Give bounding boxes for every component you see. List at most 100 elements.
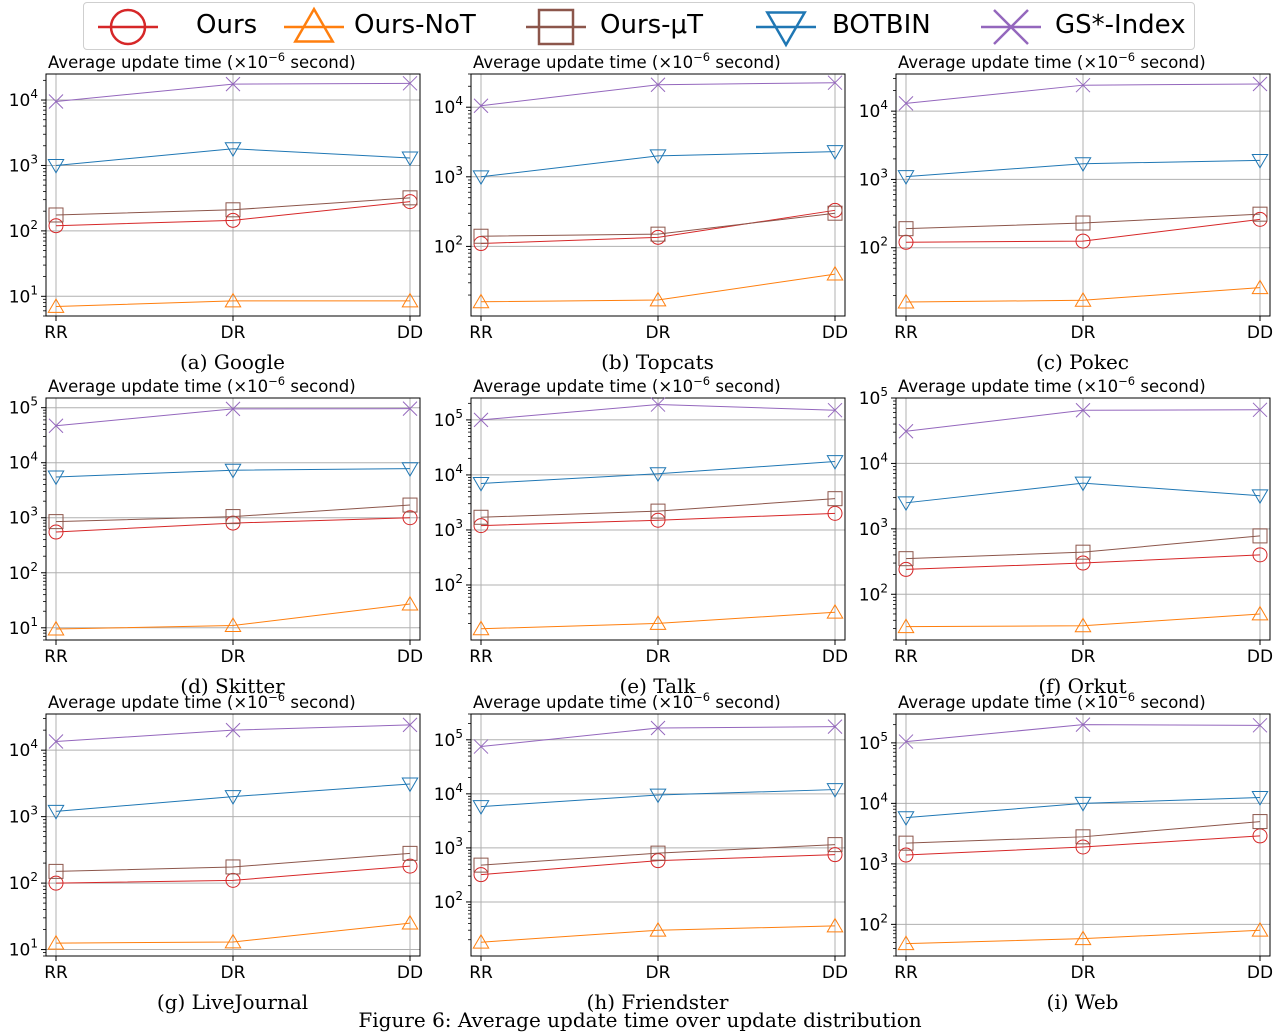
plot-frame	[895, 397, 1271, 641]
subfigure-caption: (e) Talk	[619, 674, 696, 698]
x-tick-label: DR	[1071, 647, 1096, 667]
subfigure-caption: (f) Orkut	[1038, 674, 1127, 698]
series-botbin	[472, 455, 844, 492]
series-ours-not	[47, 292, 419, 313]
data-point-ours-not	[1251, 605, 1269, 621]
y-axis-label: Average update time (×10−6 second)	[48, 374, 356, 396]
legend-marker-ours	[98, 8, 158, 46]
data-point-ours-mut	[48, 863, 64, 879]
y-tick-label: 103	[434, 517, 463, 541]
data-point-botbin	[826, 783, 844, 798]
series-ours-mut	[48, 190, 418, 223]
data-point-ours-mut	[1075, 829, 1091, 845]
y-tick-label: 102	[434, 572, 463, 596]
data-point-gs-index	[650, 720, 666, 736]
data-point-gs-index	[473, 739, 489, 754]
data-point-ours-not	[224, 292, 242, 308]
data-point-ours-mut	[650, 503, 666, 519]
data-point-botbin	[472, 476, 490, 492]
subfigure-caption: (d) Skitter	[180, 674, 285, 698]
series-line-botbin	[480, 789, 836, 808]
series-botbin	[472, 783, 844, 815]
series-ours-not	[47, 914, 419, 950]
data-point-ours-not	[472, 293, 490, 309]
data-point-ours	[827, 505, 843, 521]
y-tick-label: 104	[434, 781, 463, 805]
data-point-gs-index	[225, 722, 241, 738]
y-tick-label: 103	[9, 152, 38, 176]
data-point-ours-mut	[1075, 215, 1091, 231]
legend-symbol-gs-index	[993, 9, 1029, 45]
x-tick-label: RR	[469, 323, 493, 343]
data-point-ours-mut	[827, 837, 843, 853]
data-point-gs-index	[827, 75, 843, 91]
data-point-ours-not	[224, 617, 242, 632]
y-tick-label: 103	[859, 166, 888, 190]
data-point-botbin	[897, 170, 915, 185]
y-tick-label: 102	[859, 235, 888, 259]
y-tick-label: 103	[434, 164, 463, 188]
data-point-ours-mut	[473, 509, 489, 525]
legend-marker-botbin	[756, 11, 816, 48]
data-point-gs-index	[1075, 77, 1091, 93]
series-botbin	[897, 153, 1269, 185]
data-point-gs-index	[48, 418, 64, 434]
data-point-botbin	[649, 788, 667, 804]
data-point-botbin	[1251, 153, 1269, 169]
data-point-gs-index	[48, 734, 64, 749]
series-ours-not	[472, 603, 844, 636]
data-point-ours-mut	[650, 845, 666, 861]
data-point-ours-not	[472, 620, 490, 636]
data-point-ours-not	[47, 298, 65, 313]
data-point-botbin	[897, 496, 915, 512]
series-line-ours-mut	[905, 821, 1261, 844]
x-tick-label: RR	[894, 963, 918, 983]
data-point-gs-index	[473, 412, 489, 428]
series-gs-index	[898, 717, 1268, 749]
y-tick-label: 102	[9, 560, 38, 584]
x-tick-label: DR	[646, 323, 671, 343]
data-point-ours-mut	[1252, 206, 1268, 222]
plot-frame	[470, 713, 846, 957]
data-point-ours-mut	[898, 551, 914, 567]
legend-entry-ours: Ours	[96, 3, 276, 49]
series-line-ours-not	[905, 613, 1261, 628]
series-line-ours	[480, 854, 836, 876]
y-tick-label: 102	[859, 581, 888, 605]
data-point-ours	[1075, 839, 1091, 855]
x-tick-label: DD	[822, 963, 848, 983]
data-point-ours-mut	[1252, 528, 1268, 544]
data-point-ours	[898, 847, 914, 863]
series-line-ours-not	[905, 929, 1261, 945]
chart-svg: Average update time (×10−6 second) 101 102…	[9, 690, 423, 983]
series-line-botbin	[55, 783, 411, 812]
chart-panel-friendster: Average update time (×10−6 second) 102 103…	[425, 690, 850, 1014]
series-ours-not	[897, 279, 1269, 309]
series-line-ours	[905, 554, 1261, 570]
plot-frame	[45, 397, 421, 641]
y-tick-label: 105	[434, 727, 463, 751]
subfigure-caption: (g) LiveJournal	[156, 990, 309, 1014]
y-tick-label: 104	[859, 790, 888, 814]
data-point-ours-mut	[225, 859, 241, 875]
subfigure-caption: (i) Web	[1046, 990, 1119, 1014]
chart-panel-topcats: Average update time (×10−6 second) 102 103…	[425, 50, 850, 374]
data-point-gs-index	[1252, 717, 1268, 733]
y-tick-label: 102	[9, 218, 38, 242]
data-point-gs-index	[1252, 402, 1268, 418]
legend-symbol-ours	[109, 8, 147, 46]
data-point-ours-mut	[827, 205, 843, 221]
data-point-ours-not	[1251, 921, 1269, 937]
data-point-ours-not	[826, 603, 844, 619]
legend-entry-ours-not: Ours-NoT	[282, 3, 522, 49]
data-point-gs-index	[827, 719, 843, 735]
x-tick-label: RR	[44, 647, 68, 667]
series-ours-mut	[473, 837, 843, 873]
series-line-botbin	[905, 797, 1261, 819]
y-tick-label: 102	[859, 911, 888, 935]
series-line-ours	[55, 201, 411, 227]
plot-frame	[470, 397, 846, 641]
series-ours	[48, 858, 418, 891]
chart-svg: Average update time (×10−6 second) 102 103…	[859, 50, 1273, 343]
data-point-ours-not	[649, 291, 667, 307]
